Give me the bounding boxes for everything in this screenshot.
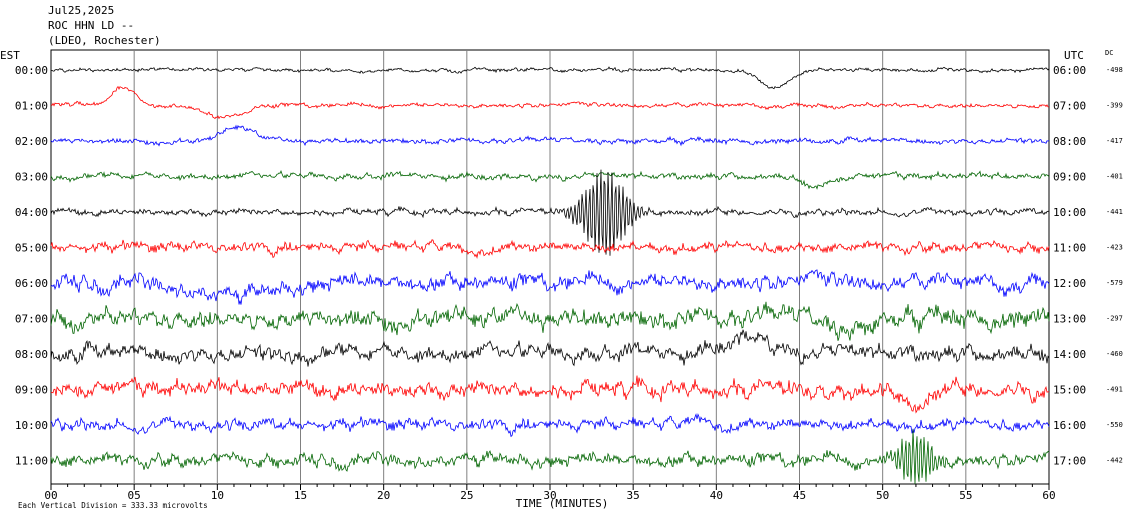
seismic-trace [50, 169, 1050, 256]
est-time-label: 11:00 [15, 455, 48, 468]
seismic-trace [50, 170, 1050, 190]
dc-value-label: -550 [1106, 421, 1123, 429]
seismic-trace [50, 124, 1050, 147]
station-label: ROC HHN LD -- [48, 19, 135, 32]
x-tick-label: 00 [44, 489, 57, 502]
dc-value-label: -423 [1106, 244, 1123, 252]
dc-axis-label: DC [1105, 49, 1113, 57]
dc-value-label: -417 [1106, 137, 1123, 145]
x-axis-title: TIME (MINUTES) [516, 497, 609, 510]
x-tick-label: 10 [211, 489, 224, 502]
x-tick-label: 15 [294, 489, 307, 502]
utc-time-label: 17:00 [1053, 455, 1086, 468]
dc-value-label: -579 [1106, 279, 1123, 287]
utc-time-label: 12:00 [1053, 277, 1086, 290]
est-time-label: 03:00 [15, 171, 48, 184]
x-tick-label: 60 [1042, 489, 1055, 502]
x-tick-label: 45 [793, 489, 806, 502]
seismic-trace [50, 269, 1050, 305]
est-time-label: 08:00 [15, 348, 48, 361]
utc-time-label: 15:00 [1053, 384, 1086, 397]
seismic-trace [50, 66, 1050, 90]
dc-value-label: -399 [1106, 102, 1123, 110]
est-time-label: 04:00 [15, 206, 48, 219]
est-time-label: 05:00 [15, 242, 48, 255]
dc-value-label: -401 [1106, 173, 1123, 181]
network-label: (LDEO, Rochester) [48, 34, 161, 47]
x-tick-label: 55 [959, 489, 972, 502]
est-axis-label: EST [0, 49, 20, 62]
scale-note: Each Vertical Division = 333.33 microvol… [18, 501, 208, 510]
x-tick-label: 40 [710, 489, 723, 502]
est-time-label: 09:00 [15, 384, 48, 397]
seismic-trace [50, 85, 1050, 120]
x-tick-label: 20 [377, 489, 390, 502]
dc-value-label: -498 [1106, 66, 1123, 74]
dc-value-label: -491 [1106, 386, 1123, 394]
dc-value-label: -441 [1106, 208, 1123, 216]
est-time-label: 10:00 [15, 419, 48, 432]
utc-time-label: 11:00 [1053, 242, 1086, 255]
x-tick-label: 50 [876, 489, 889, 502]
est-time-label: 00:00 [15, 64, 48, 77]
utc-time-label: 10:00 [1053, 206, 1086, 219]
dc-value-label: -442 [1106, 457, 1123, 465]
utc-axis-label: UTC [1064, 49, 1084, 62]
est-time-label: 06:00 [15, 277, 48, 290]
x-tick-label: 05 [128, 489, 141, 502]
utc-time-label: 09:00 [1053, 171, 1086, 184]
seismic-trace [50, 375, 1050, 414]
seismic-trace [50, 239, 1050, 260]
dc-value-label: -460 [1106, 350, 1123, 358]
seismic-trace [50, 301, 1050, 341]
seismic-trace [50, 329, 1050, 367]
est-time-label: 07:00 [15, 313, 48, 326]
est-time-label: 01:00 [15, 100, 48, 113]
date-label: Jul25,2025 [48, 4, 115, 17]
seismic-trace [50, 429, 1050, 485]
dc-value-label: -297 [1106, 315, 1123, 323]
utc-time-label: 14:00 [1053, 348, 1086, 361]
utc-time-label: 13:00 [1053, 313, 1086, 326]
utc-time-label: 16:00 [1053, 419, 1086, 432]
x-tick-label: 35 [627, 489, 640, 502]
utc-time-label: 07:00 [1053, 100, 1086, 113]
est-time-label: 02:00 [15, 135, 48, 148]
utc-time-label: 08:00 [1053, 135, 1086, 148]
seismic-trace [50, 413, 1050, 438]
x-tick-label: 30 [543, 489, 556, 502]
utc-time-label: 06:00 [1053, 64, 1086, 77]
x-tick-label: 25 [460, 489, 473, 502]
